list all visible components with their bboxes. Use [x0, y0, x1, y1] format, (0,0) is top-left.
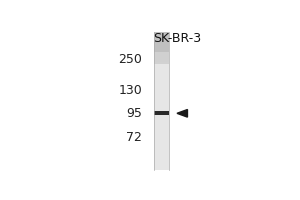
- Bar: [154, 32, 170, 52]
- Bar: [154, 96, 170, 99]
- Bar: [154, 110, 170, 113]
- Text: 72: 72: [126, 131, 142, 144]
- Text: 95: 95: [126, 107, 142, 120]
- Bar: [154, 36, 170, 39]
- Bar: [154, 32, 170, 34]
- Text: 130: 130: [118, 84, 142, 97]
- Bar: [154, 75, 170, 78]
- Bar: [154, 94, 170, 96]
- Bar: [154, 52, 170, 55]
- Bar: [154, 82, 170, 85]
- Bar: [154, 73, 170, 76]
- Bar: [154, 111, 170, 115]
- Bar: [154, 108, 170, 110]
- Bar: [154, 34, 170, 36]
- Bar: [154, 48, 170, 50]
- Bar: [154, 85, 170, 87]
- Bar: [154, 99, 170, 101]
- Bar: [154, 89, 170, 92]
- Bar: [154, 122, 170, 124]
- Bar: [154, 55, 170, 57]
- Bar: [154, 168, 170, 170]
- Bar: [154, 166, 170, 168]
- Bar: [154, 133, 170, 136]
- Bar: [154, 71, 170, 73]
- Text: SK-BR-3: SK-BR-3: [153, 32, 201, 45]
- Bar: [154, 92, 170, 94]
- Bar: [154, 87, 170, 89]
- Bar: [154, 131, 170, 133]
- Bar: [154, 119, 170, 122]
- Bar: [154, 41, 170, 43]
- Bar: [154, 159, 170, 161]
- Bar: [154, 115, 170, 117]
- Text: 250: 250: [118, 53, 142, 66]
- Bar: [154, 129, 170, 131]
- Bar: [154, 66, 170, 69]
- Bar: [154, 154, 170, 156]
- Bar: [154, 140, 170, 143]
- Bar: [154, 117, 170, 119]
- Bar: [154, 101, 170, 103]
- Bar: [154, 38, 170, 41]
- Bar: [154, 64, 170, 66]
- Bar: [154, 80, 170, 83]
- Bar: [154, 135, 170, 138]
- Bar: [154, 149, 170, 152]
- Bar: [154, 156, 170, 159]
- Bar: [154, 124, 170, 126]
- Bar: [154, 62, 170, 64]
- Bar: [154, 50, 170, 52]
- Bar: [154, 45, 170, 48]
- Bar: [154, 126, 170, 129]
- Bar: [154, 69, 170, 71]
- Bar: [154, 161, 170, 163]
- Bar: [154, 43, 170, 46]
- Bar: [154, 105, 170, 108]
- Bar: [154, 103, 170, 106]
- Bar: [154, 163, 170, 166]
- Bar: [154, 112, 170, 115]
- Bar: [154, 78, 170, 80]
- Polygon shape: [177, 110, 188, 117]
- Bar: [154, 142, 170, 145]
- Bar: [154, 59, 170, 62]
- Bar: [154, 147, 170, 150]
- Bar: [154, 138, 170, 140]
- Bar: [154, 145, 170, 147]
- Bar: [154, 57, 170, 59]
- Bar: [154, 152, 170, 154]
